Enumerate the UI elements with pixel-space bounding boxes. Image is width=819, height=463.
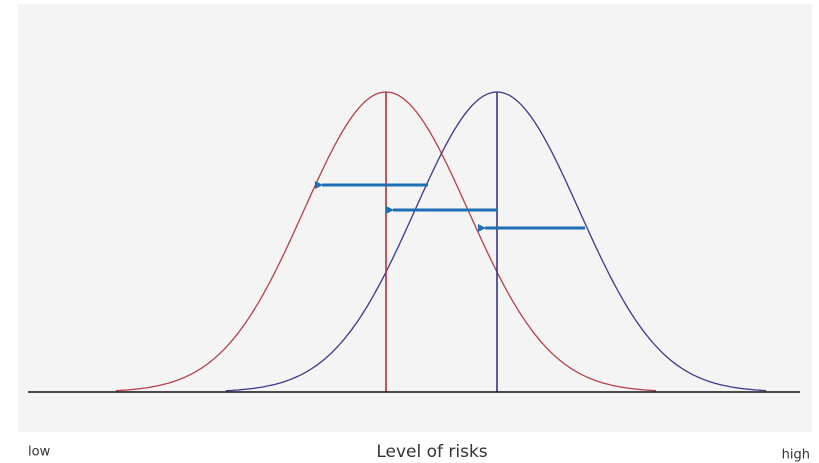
blue-distribution — [225, 91, 767, 392]
low-label: low — [28, 445, 51, 460]
axis-label: Level of risks — [376, 442, 487, 462]
panel — [18, 4, 812, 432]
high-label: high — [782, 448, 810, 463]
